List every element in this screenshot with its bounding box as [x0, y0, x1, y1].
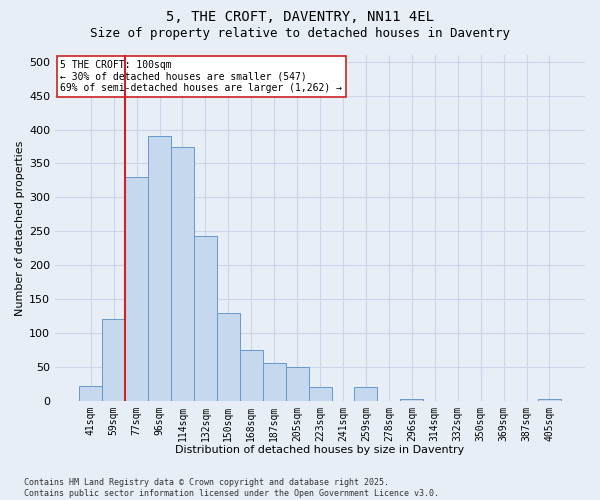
Bar [308, 387, 332, 400]
Bar [194, 236, 217, 400]
X-axis label: Distribution of detached houses by size in Daventry: Distribution of detached houses by size … [175, 445, 465, 455]
Bar [286, 367, 308, 400]
Bar [355, 387, 377, 400]
Text: Contains HM Land Registry data © Crown copyright and database right 2025.
Contai: Contains HM Land Registry data © Crown c… [24, 478, 439, 498]
Text: 5, THE CROFT, DAVENTRY, NN11 4EL: 5, THE CROFT, DAVENTRY, NN11 4EL [166, 10, 434, 24]
Text: 5 THE CROFT: 100sqm
← 30% of detached houses are smaller (547)
69% of semi-detac: 5 THE CROFT: 100sqm ← 30% of detached ho… [61, 60, 343, 94]
Text: Size of property relative to detached houses in Daventry: Size of property relative to detached ho… [90, 28, 510, 40]
Bar [263, 364, 286, 401]
Bar [79, 386, 102, 400]
Bar [102, 320, 125, 400]
Bar [148, 136, 171, 400]
Bar [240, 350, 263, 401]
Bar [125, 177, 148, 400]
Bar [217, 312, 240, 400]
Bar [171, 146, 194, 400]
Bar [400, 398, 423, 400]
Y-axis label: Number of detached properties: Number of detached properties [15, 140, 25, 316]
